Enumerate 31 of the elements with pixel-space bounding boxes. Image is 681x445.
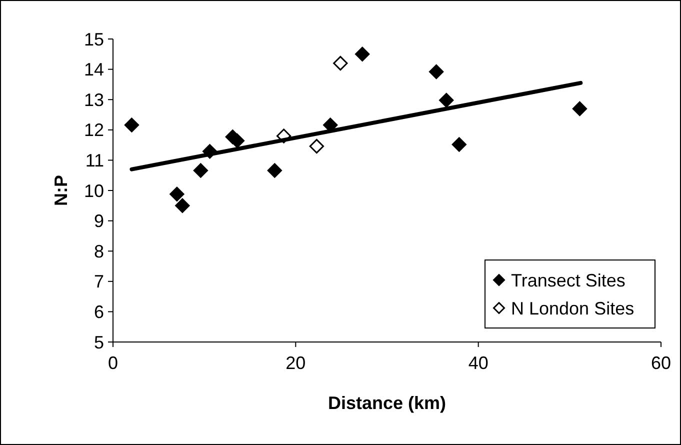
point — [333, 56, 348, 71]
legend-label: N London Sites — [511, 298, 634, 318]
y-tick-label: 8 — [94, 241, 104, 262]
y-tick-label: 9 — [94, 211, 104, 232]
x-axis-title: Distance (km) — [328, 393, 446, 413]
y-tick-label: 10 — [84, 180, 104, 201]
point — [267, 163, 282, 178]
point — [193, 163, 208, 178]
point — [572, 101, 588, 116]
y-axis-title: N:P — [51, 175, 71, 206]
y-tick-label: 13 — [84, 90, 104, 110]
point — [452, 137, 466, 152]
point — [429, 64, 444, 80]
point — [309, 138, 324, 154]
y-tick-label: 5 — [94, 332, 104, 352]
y-tick-label: 7 — [94, 272, 104, 292]
y-tick-label: 6 — [94, 302, 104, 322]
y-tick-label: 14 — [84, 60, 104, 80]
x-tick-label: 60 — [650, 353, 672, 373]
x-tick-label: 0 — [108, 353, 118, 373]
point — [175, 198, 190, 213]
point — [170, 186, 184, 202]
y-tick-label: 12 — [84, 120, 104, 140]
legend-label: Transect Sites — [511, 270, 626, 290]
x-tick-label: 20 — [286, 353, 306, 373]
point — [355, 46, 370, 62]
y-tick-label: 15 — [84, 29, 104, 50]
x-tick-label: 40 — [468, 353, 488, 373]
point — [124, 118, 140, 132]
point — [439, 92, 454, 108]
y-tick-label: 11 — [85, 150, 104, 170]
